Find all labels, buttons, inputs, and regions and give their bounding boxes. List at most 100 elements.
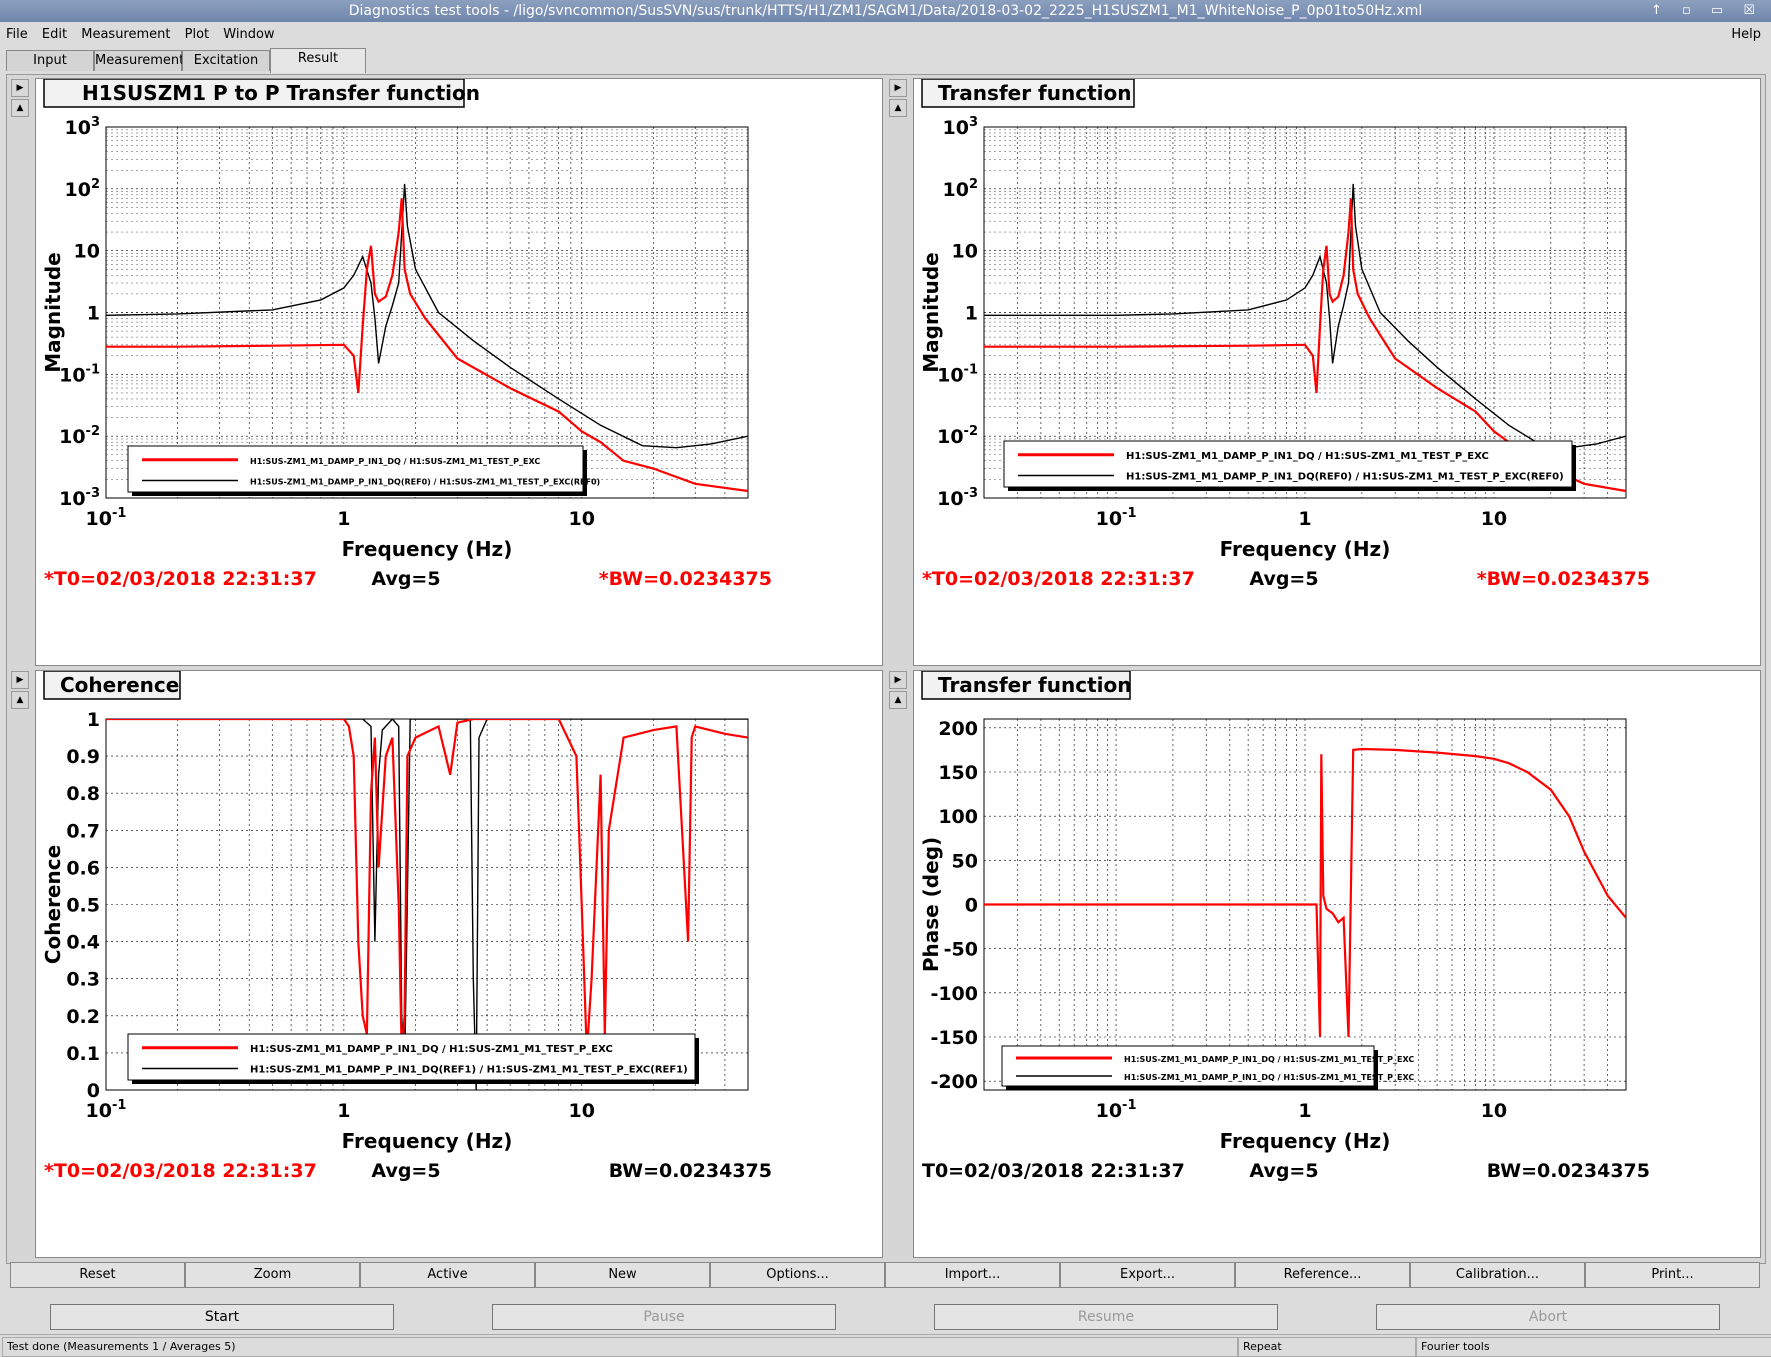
series-line-1 bbox=[984, 198, 1626, 493]
start-button[interactable]: Start bbox=[50, 1304, 394, 1330]
panel2-expand-right-icon[interactable]: ▶ bbox=[889, 79, 907, 97]
legend-box bbox=[127, 1033, 696, 1081]
x-tick-label: 10 bbox=[1481, 1100, 1507, 1122]
import-button[interactable]: Import... bbox=[885, 1262, 1060, 1288]
y-tick-label: 0.4 bbox=[66, 932, 100, 954]
menu-measurement[interactable]: Measurement bbox=[81, 27, 171, 42]
tab-excitation[interactable]: Excitation bbox=[182, 50, 270, 71]
menu-help[interactable]: Help bbox=[1731, 27, 1761, 42]
phase-plot[interactable]: Transfer function -200 -150 -100 -50 0 50 100 15… bbox=[914, 671, 1760, 1257]
plot-panel-magnitude-2[interactable]: Transfer function 10-3 10-2 10-1 1 10 102 103 10… bbox=[913, 78, 1761, 666]
x-axis-label: Frequency (Hz) bbox=[342, 1129, 513, 1153]
options-button[interactable]: Options... bbox=[710, 1262, 885, 1288]
plot-panel-magnitude-1[interactable]: H1SUSZM1 P to P Transfer function 10-3 10-… bbox=[35, 78, 883, 666]
y-tick-label: 10-3 bbox=[937, 486, 978, 510]
plot-t0-label: *T0=02/03/2018 22:31:37 bbox=[44, 568, 317, 590]
panel1-expand-right-icon[interactable]: ▶ bbox=[11, 79, 29, 97]
menu-bar: File Edit Measurement Plot Window Help bbox=[0, 24, 1771, 46]
plot-panel-phase[interactable]: Transfer function -200 -150 -100 -50 0 50 100 15… bbox=[913, 670, 1761, 1258]
pause-button[interactable]: Pause bbox=[492, 1304, 836, 1330]
plot-title-box bbox=[43, 671, 181, 700]
series-line-1 bbox=[106, 198, 748, 493]
series-line-2 bbox=[984, 183, 1626, 449]
window-controls[interactable]: ↑ ▫ ▭ ☒ bbox=[1650, 3, 1763, 18]
x-tick-label: 10-1 bbox=[86, 1098, 127, 1122]
menu-file[interactable]: File bbox=[6, 27, 28, 42]
coherence-plot[interactable]: Coherence 0 0.1 0.2 0.3 0.4 0.5 0.6 0.7 0.8 0.9 1 10… bbox=[36, 671, 882, 1257]
y-tick-label: 50 bbox=[952, 850, 978, 872]
y-tick-label: 103 bbox=[943, 115, 979, 139]
plot-t0-label: *T0=02/03/2018 22:31:37 bbox=[922, 568, 1195, 590]
result-area: ▶ ▲ ▶ ▲ ▶ ▲ ▶ ▲ H1SUSZM1 P to P Transfer… bbox=[6, 74, 1766, 1264]
y-tick-label: 102 bbox=[943, 177, 979, 201]
panel2-expand-up-icon[interactable]: ▲ bbox=[889, 99, 907, 117]
legend-entry-2: H1:SUS-ZM1_M1_DAMP_P_IN1_DQ(REF0) / H1:S… bbox=[1126, 472, 1564, 483]
abort-button[interactable]: Abort bbox=[1376, 1304, 1720, 1330]
menu-window[interactable]: Window bbox=[223, 27, 275, 42]
reset-button[interactable]: Reset bbox=[10, 1262, 185, 1288]
legend-entry-1: H1:SUS-ZM1_M1_DAMP_P_IN1_DQ / H1:SUS-ZM1… bbox=[1124, 1055, 1414, 1064]
menu-edit[interactable]: Edit bbox=[41, 27, 68, 42]
plot-title: H1SUSZM1 P to P Transfer function bbox=[82, 81, 480, 105]
series-line-2 bbox=[106, 183, 748, 449]
y-tick-label: 1 bbox=[965, 303, 978, 325]
zoom-button[interactable]: Zoom bbox=[185, 1262, 360, 1288]
status-mode: Repeat bbox=[1238, 1337, 1416, 1357]
plot-t0-label: T0=02/03/2018 22:31:37 bbox=[922, 1160, 1185, 1182]
plot-t0-label: *T0=02/03/2018 22:31:37 bbox=[44, 1160, 317, 1182]
y-tick-label: 10 bbox=[952, 241, 978, 263]
active-button[interactable]: Active bbox=[360, 1262, 535, 1288]
y-tick-label: 0.6 bbox=[66, 857, 100, 879]
resume-button[interactable]: Resume bbox=[934, 1304, 1278, 1330]
print-button[interactable]: Print... bbox=[1585, 1262, 1760, 1288]
legend-entry-2: H1:SUS-ZM1_M1_DAMP_P_IN1_DQ / H1:SUS-ZM1… bbox=[1124, 1073, 1414, 1082]
plot-panel-coherence[interactable]: Coherence 0 0.1 0.2 0.3 0.4 0.5 0.6 0.7 0.8 0.9 1 10… bbox=[35, 670, 883, 1258]
panel4-expand-up-icon[interactable]: ▲ bbox=[889, 691, 907, 709]
plot-title: Transfer function bbox=[938, 673, 1131, 697]
y-tick-label: -200 bbox=[930, 1071, 978, 1093]
x-axis-label: Frequency (Hz) bbox=[1220, 1129, 1391, 1153]
tab-input[interactable]: Input bbox=[6, 50, 94, 71]
x-tick-label: 1 bbox=[337, 1100, 350, 1122]
x-tick-label: 1 bbox=[1298, 1100, 1311, 1122]
y-tick-label: 102 bbox=[65, 177, 101, 201]
y-tick-label: 10-2 bbox=[59, 424, 100, 448]
x-tick-label: 10 bbox=[569, 1100, 595, 1122]
y-tick-label: 0.1 bbox=[66, 1043, 100, 1065]
y-tick-label: 103 bbox=[65, 115, 101, 139]
panel4-expand-right-icon[interactable]: ▶ bbox=[889, 671, 907, 689]
plot-bw-label: *BW=0.0234375 bbox=[599, 568, 772, 590]
new-button[interactable]: New bbox=[535, 1262, 710, 1288]
plot-avg-label: Avg=5 bbox=[371, 568, 440, 590]
legend-box bbox=[1003, 440, 1573, 488]
calibration-button[interactable]: Calibration... bbox=[1410, 1262, 1585, 1288]
panel3-expand-right-icon[interactable]: ▶ bbox=[11, 671, 29, 689]
x-tick-label: 1 bbox=[337, 508, 350, 530]
legend-entry-2: H1:SUS-ZM1_M1_DAMP_P_IN1_DQ(REF1) / H1:S… bbox=[250, 1065, 688, 1076]
legend-entry-1: H1:SUS-ZM1_M1_DAMP_P_IN1_DQ / H1:SUS-ZM1… bbox=[250, 457, 540, 466]
y-tick-label: 200 bbox=[938, 718, 978, 740]
magnitude-plot-1[interactable]: H1SUSZM1 P to P Transfer function10-310-… bbox=[36, 79, 882, 665]
export-button[interactable]: Export... bbox=[1060, 1262, 1235, 1288]
y-axis-label: Phase (deg) bbox=[919, 837, 943, 972]
tab-measurement[interactable]: Measurement bbox=[94, 50, 184, 71]
panel1-expand-up-icon[interactable]: ▲ bbox=[11, 99, 29, 117]
series-line-1 bbox=[106, 719, 748, 1053]
y-tick-label: 1 bbox=[87, 303, 100, 325]
plot-bw-label: *BW=0.0234375 bbox=[1477, 568, 1650, 590]
reference-button[interactable]: Reference... bbox=[1235, 1262, 1410, 1288]
magnitude-plot-2[interactable]: Transfer function 10-3 10-2 10-1 1 10 102 103 10… bbox=[914, 79, 1760, 665]
y-tick-label: 0.7 bbox=[66, 820, 100, 842]
window-title-bar[interactable]: Diagnostics test tools - /ligo/svncommon… bbox=[0, 0, 1771, 22]
legend-box bbox=[127, 445, 584, 493]
y-axis-label: Magnitude bbox=[41, 252, 65, 373]
plot-avg-label: Avg=5 bbox=[1249, 568, 1318, 590]
tab-result[interactable]: Result bbox=[270, 48, 366, 73]
x-axis-label: Frequency (Hz) bbox=[1220, 537, 1391, 561]
plot-title: Coherence bbox=[60, 673, 179, 697]
legend-box bbox=[1001, 1045, 1375, 1087]
y-tick-label: 0.5 bbox=[66, 895, 100, 917]
menu-plot[interactable]: Plot bbox=[184, 27, 210, 42]
x-tick-label: 10-1 bbox=[86, 506, 127, 530]
panel3-expand-up-icon[interactable]: ▲ bbox=[11, 691, 29, 709]
